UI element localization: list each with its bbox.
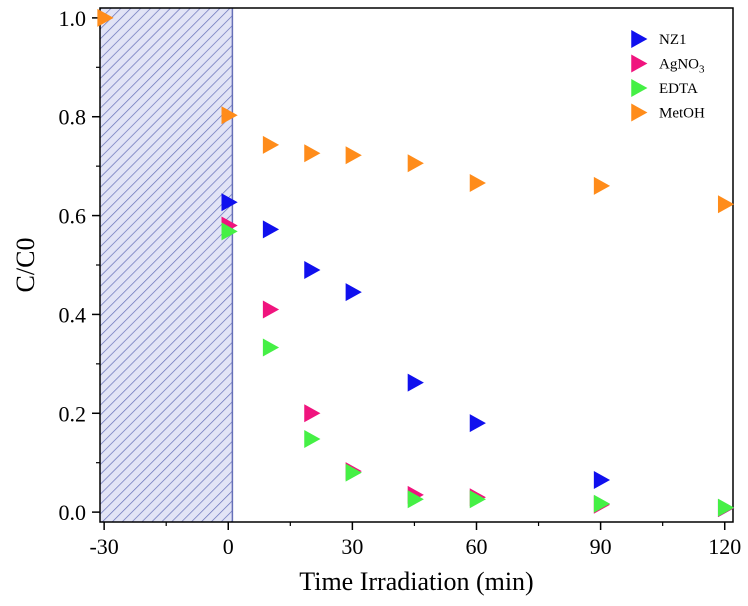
legend-label: AgNO3 (659, 57, 705, 76)
x-tick-label: 60 (465, 534, 487, 559)
data-point (407, 154, 424, 173)
data-point (469, 414, 486, 433)
legend-marker (631, 54, 648, 73)
data-point (345, 463, 362, 482)
data-point (97, 8, 114, 27)
legend: NZ1 AgNO3 EDTA MetOH (631, 30, 705, 122)
data-point (345, 283, 362, 302)
legend-label-subscript: 3 (699, 64, 705, 76)
data-point (469, 173, 486, 192)
data-point (345, 146, 362, 165)
data-points (97, 8, 735, 518)
data-point (262, 220, 280, 239)
series-edta (221, 222, 735, 517)
series-metoh (97, 8, 735, 214)
legend-marker (631, 103, 648, 122)
dark-region (100, 8, 233, 522)
data-point (304, 404, 321, 423)
x-tick-label: 90 (590, 534, 612, 559)
x-tick-label: 120 (708, 534, 741, 559)
legend-marker (631, 30, 648, 48)
data-point (407, 373, 424, 392)
axis-ticks: -30 0 30 60 90 120 0.0 0.2 0.4 0.6 0.8 1.0 (59, 6, 742, 559)
data-point (262, 300, 280, 319)
data-point (304, 260, 321, 279)
y-tick-label: 0.0 (59, 500, 87, 525)
y-tick-label: 1.0 (59, 6, 87, 31)
legend-label: NZ1 (659, 32, 687, 48)
data-point (221, 222, 238, 241)
y-axis-title: C/C0 (11, 238, 40, 293)
data-point (262, 338, 280, 357)
y-tick-label: 0.8 (59, 105, 87, 130)
legend-marker (631, 79, 648, 97)
legend-label: EDTA (659, 81, 698, 97)
data-point (304, 144, 321, 163)
data-point (593, 494, 611, 513)
x-tick-label: 30 (341, 534, 363, 559)
x-axis-title: Time Irradiation (min) (299, 567, 533, 596)
y-tick-label: 0.4 (59, 302, 87, 327)
data-point (593, 470, 611, 489)
data-point (221, 106, 238, 125)
data-point (469, 490, 486, 509)
data-point (262, 135, 280, 154)
legend-label: MetOH (659, 106, 705, 122)
series-nz1 (221, 193, 735, 518)
y-tick-label: 0.6 (59, 204, 87, 229)
data-point (221, 193, 238, 212)
data-point (304, 429, 321, 448)
x-tick-label: -30 (89, 534, 118, 559)
data-point (593, 176, 611, 195)
data-point (407, 490, 424, 509)
series-agno3 (221, 216, 735, 518)
data-point (717, 498, 735, 517)
dark-region-layer (100, 8, 234, 522)
data-point (717, 195, 735, 214)
y-tick-label: 0.2 (59, 401, 87, 426)
x-tick-label: 0 (223, 534, 234, 559)
